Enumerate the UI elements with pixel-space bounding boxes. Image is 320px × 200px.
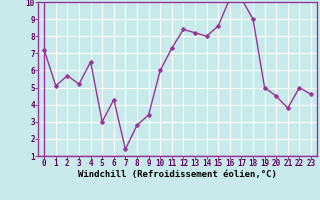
X-axis label: Windchill (Refroidissement éolien,°C): Windchill (Refroidissement éolien,°C) [78,170,277,179]
